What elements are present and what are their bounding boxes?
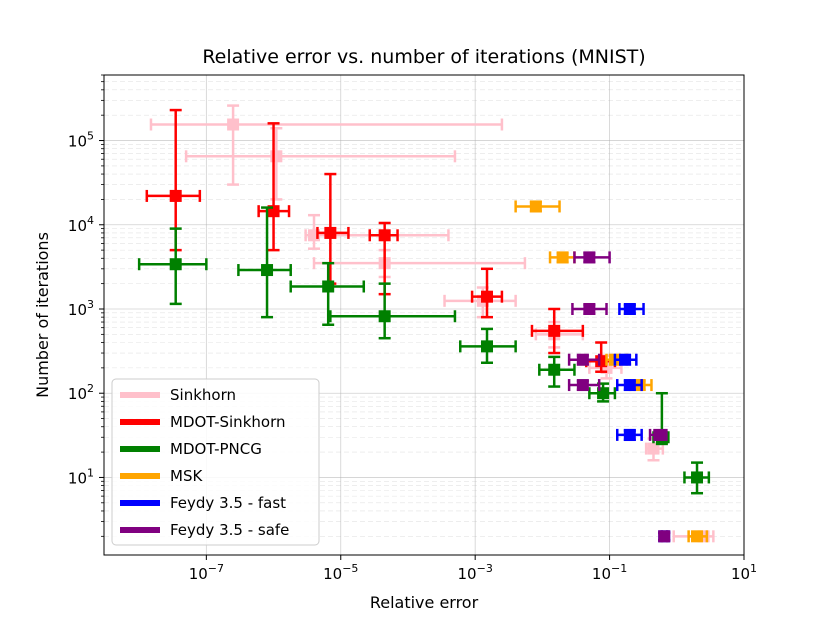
- data-point-marker: [529, 200, 542, 213]
- legend-label: Feydy 3.5 - safe: [170, 521, 289, 539]
- data-point-marker: [691, 530, 704, 543]
- data-point-marker: [623, 302, 636, 315]
- legend-label: MSK: [170, 467, 203, 485]
- data-point-marker: [270, 150, 283, 163]
- data-point-marker: [623, 428, 636, 441]
- y-axis-label: Number of iterations: [33, 232, 52, 398]
- y-tick-label: 102: [68, 382, 94, 403]
- data-point-marker: [653, 428, 666, 441]
- y-tick-label: 105: [68, 130, 94, 151]
- legend-label: Sinkhorn: [170, 386, 236, 404]
- data-point-marker: [658, 530, 671, 543]
- y-tick-label: 104: [68, 214, 94, 235]
- axes-frame: [103, 74, 745, 556]
- data-point-marker: [227, 118, 240, 131]
- data-point-marker: [583, 302, 596, 315]
- data-point-marker: [169, 189, 182, 202]
- series-mdot-sinkhorn: [145, 108, 617, 373]
- data-point-marker: [169, 258, 182, 271]
- data-point-marker: [576, 379, 589, 392]
- x-tick-label: 10−3: [458, 562, 493, 583]
- data-point-marker: [623, 379, 636, 392]
- chart-title: Relative error vs. number of iterations …: [202, 46, 645, 68]
- x-tick-label: 101: [731, 562, 757, 583]
- data-point-marker: [548, 363, 561, 376]
- legend-box: [111, 378, 320, 546]
- x-tick-label: 10−7: [189, 562, 224, 583]
- data-point-marker: [481, 340, 494, 353]
- data-point-marker: [619, 353, 632, 366]
- data-point-marker: [378, 229, 391, 242]
- data-point-marker: [481, 290, 494, 303]
- data-point-marker: [647, 442, 660, 455]
- data-point-marker: [322, 280, 335, 293]
- data-point-marker: [576, 353, 589, 366]
- x-tick-label: 10−5: [323, 562, 358, 583]
- legend-label: MDOT-PNCG: [170, 440, 262, 458]
- y-tick-label: 101: [68, 466, 94, 487]
- axis-ticks: 10−7 10−5 10−3 10−1 101 101 102 103 104 105: [68, 74, 757, 583]
- data-point-marker: [548, 324, 561, 337]
- data-point-marker: [556, 251, 569, 264]
- y-tick-label: 103: [68, 298, 94, 319]
- legend-label: Feydy 3.5 - fast: [170, 494, 286, 512]
- series-feydy-3-5-safe: [567, 251, 671, 543]
- data-point-marker: [378, 310, 391, 323]
- data-point-marker: [691, 471, 704, 484]
- legend: Sinkhorn MDOT-Sinkhorn MDOT-PNCG MSK Feydy 3…: [111, 378, 320, 546]
- legend-label: MDOT-Sinkhorn: [170, 413, 285, 431]
- x-axis-label: Relative error: [370, 593, 479, 612]
- data-point-marker: [583, 251, 596, 264]
- data-point-marker: [261, 264, 274, 277]
- x-tick-label: 10−1: [592, 562, 627, 583]
- plot-area: [137, 104, 715, 543]
- data-point-marker: [324, 226, 337, 239]
